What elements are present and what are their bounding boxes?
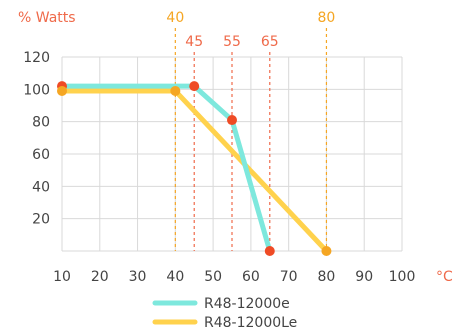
data-point <box>227 115 237 126</box>
data-point <box>189 81 200 92</box>
x-tick-label: 70 <box>280 269 298 285</box>
annotation-label: 65 <box>261 34 279 50</box>
x-tick-label: 60 <box>242 269 260 285</box>
y-tick-label: 40 <box>32 179 50 195</box>
legend-label: R48-12000e <box>204 296 290 312</box>
legend: R48-12000e R48-12000Le <box>152 296 297 331</box>
y-tick-label: 20 <box>32 212 50 228</box>
data-point <box>57 85 67 96</box>
x-tick-label: 50 <box>204 269 222 285</box>
tick-labels: 10 20 30 40 50 60 70 80 90 100 20 40 60 80 100 120 <box>23 50 415 285</box>
y-tick-label: 60 <box>32 147 50 163</box>
x-tick-label: 40 <box>166 269 184 285</box>
x-tick-label: 10 <box>53 269 71 285</box>
x-tick-label: 100 <box>389 269 416 285</box>
data-point <box>170 85 181 96</box>
data-point <box>321 246 332 256</box>
data-point <box>264 246 275 256</box>
y-tick-label: 100 <box>23 82 50 98</box>
legend-label: R48-12000Le <box>204 315 297 331</box>
annotation-label: 40 <box>166 10 184 26</box>
data-points <box>57 81 332 256</box>
y-tick-label: 80 <box>32 115 50 131</box>
x-axis-unit: °C <box>436 269 453 285</box>
x-tick-label: 30 <box>129 269 147 285</box>
y-tick-label: 120 <box>23 50 50 66</box>
annotation-label: 80 <box>318 10 336 26</box>
x-tick-label: 20 <box>91 269 109 285</box>
x-tick-label: 80 <box>318 269 336 285</box>
series-line <box>59 83 273 254</box>
annotation-label: 45 <box>185 34 203 50</box>
annotation-label: 55 <box>223 34 241 50</box>
y-axis-label: % Watts <box>18 10 76 26</box>
x-tick-label: 90 <box>355 269 373 285</box>
